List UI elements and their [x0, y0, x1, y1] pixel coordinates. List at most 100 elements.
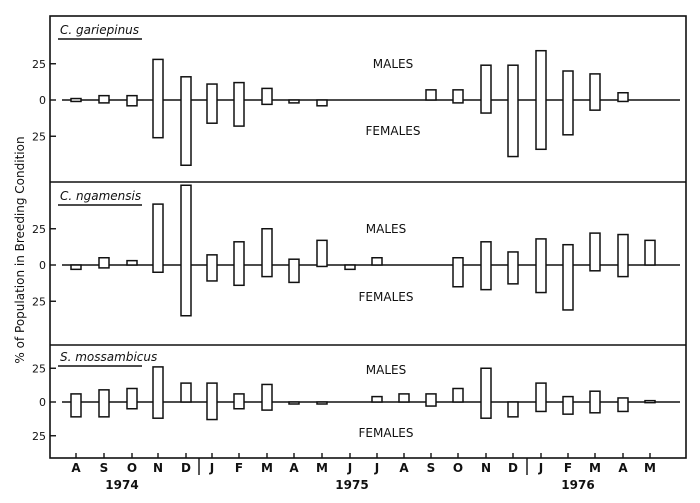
month-label: F [235, 461, 243, 475]
month-label: S [427, 461, 436, 475]
month-label: D [181, 461, 191, 475]
bar-smossambicus-7 [261, 383, 273, 411]
month-label: J [374, 461, 379, 475]
bar-cgariepinus-15 [480, 64, 492, 114]
bar-smossambicus-14 [452, 387, 464, 403]
panel-1: C. gariepinus 25 0 25 MALES FEMALES [32, 23, 680, 166]
bar-cngamensis-16 [507, 251, 519, 285]
bar-cngamensis-3 [152, 203, 164, 274]
bar-cgariepinus-5 [206, 83, 218, 124]
y-tick-label: 25 [32, 430, 46, 443]
females-label: FEMALES [359, 290, 414, 304]
bar-cngamensis-9 [316, 239, 328, 268]
plot-frame [49, 15, 687, 459]
month-label: J [209, 461, 214, 475]
bar-cgariepinus-4 [180, 76, 192, 166]
month-label: A [618, 461, 628, 475]
y-tick-label: 0 [39, 94, 46, 107]
bar-cgariepinus-19 [589, 73, 601, 111]
y-tick-label: 25 [32, 58, 46, 71]
month-label: S [100, 461, 109, 475]
bar-cngamensis-18 [562, 243, 574, 311]
bar-cgariepinus-6 [233, 81, 245, 127]
bar-smossambicus-17 [535, 382, 547, 413]
bar-cngamensis-0 [70, 264, 82, 271]
month-label: M [316, 461, 328, 475]
y-tick-label: 25 [32, 362, 46, 375]
year-label: 1974 [105, 478, 138, 492]
bar-smossambicus-13 [425, 393, 437, 407]
month-label: O [127, 461, 137, 475]
month-label: A [399, 461, 409, 475]
month-label: M [589, 461, 601, 475]
bar-smossambicus-19 [589, 390, 601, 414]
bar-cngamensis-10 [344, 264, 356, 271]
bar-cgariepinus-17 [535, 49, 547, 151]
bar-cgariepinus-16 [507, 64, 519, 158]
bar-smossambicus-6 [233, 393, 245, 410]
bar-smossambicus-3 [152, 366, 164, 419]
bar-cgariepinus-1 [98, 94, 110, 104]
panel-2: C. ngamensis 25 0 25 MALES FEMALES [32, 184, 680, 317]
bar-smossambicus-9 [316, 401, 328, 405]
bar-smossambicus-21 [644, 399, 656, 404]
bar-cgariepinus-8 [288, 99, 300, 104]
bar-cngamensis-15 [480, 241, 492, 291]
month-label: M [261, 461, 273, 475]
bar-smossambicus-1 [98, 389, 110, 418]
y-tick-label: 25 [32, 223, 46, 236]
bar-smossambicus-8 [288, 401, 300, 405]
bar-cngamensis-17 [535, 238, 547, 294]
species-title: S. mossambicus [60, 350, 157, 364]
bar-cngamensis-8 [288, 258, 300, 284]
bar-cngamensis-6 [233, 241, 245, 287]
bar-cgariepinus-18 [562, 70, 574, 136]
bar-cgariepinus-13 [425, 89, 437, 101]
females-label: FEMALES [366, 124, 421, 138]
bar-cngamensis-1 [98, 257, 110, 269]
bar-cgariepinus-3 [152, 58, 164, 139]
bar-smossambicus-18 [562, 395, 574, 415]
bar-cgariepinus-2 [126, 94, 138, 107]
bar-cgariepinus-0 [70, 97, 82, 103]
bar-smossambicus-15 [480, 367, 492, 419]
bar-cgariepinus-20 [617, 92, 629, 103]
bar-cngamensis-7 [261, 228, 273, 278]
x-axis: A S O N D J F M A M J J A S O N D J F M A M 1974 1975 1976 [71, 453, 656, 492]
bar-smossambicus-16 [507, 401, 519, 418]
month-label: O [453, 461, 463, 475]
bar-cngamensis-14 [452, 257, 464, 288]
bar-smossambicus-2 [126, 387, 138, 410]
bar-smossambicus-12 [398, 393, 410, 403]
year-label: 1976 [561, 478, 594, 492]
y-tick-label: 0 [39, 259, 46, 272]
month-label: F [564, 461, 572, 475]
bar-cngamensis-20 [617, 233, 629, 278]
bar-smossambicus-0 [70, 393, 82, 418]
month-label: N [153, 461, 163, 475]
y-tick-label: 0 [39, 396, 46, 409]
bar-cngamensis-5 [206, 254, 218, 282]
bar-cngamensis-19 [589, 232, 601, 272]
bar-cgariepinus-14 [452, 89, 464, 104]
males-label: MALES [366, 222, 406, 236]
bar-smossambicus-4 [180, 382, 192, 403]
y-tick-label: 25 [32, 130, 46, 143]
month-label: D [508, 461, 518, 475]
bar-cngamensis-21 [644, 239, 656, 266]
males-label: MALES [373, 57, 413, 71]
bar-cgariepinus-9 [316, 99, 328, 107]
species-title: C. gariepinus [60, 23, 139, 37]
month-label: J [347, 461, 352, 475]
month-label: J [538, 461, 543, 475]
bar-smossambicus-11 [371, 395, 383, 403]
bar-cngamensis-4 [180, 184, 192, 317]
males-label: MALES [366, 363, 406, 377]
month-label: M [644, 461, 656, 475]
bar-smossambicus-20 [617, 397, 629, 413]
panel-3: S. mossambicus 25 0 25 MALES FEMALES [32, 350, 680, 443]
bar-cngamensis-11 [371, 257, 383, 266]
year-label: 1975 [335, 478, 368, 492]
